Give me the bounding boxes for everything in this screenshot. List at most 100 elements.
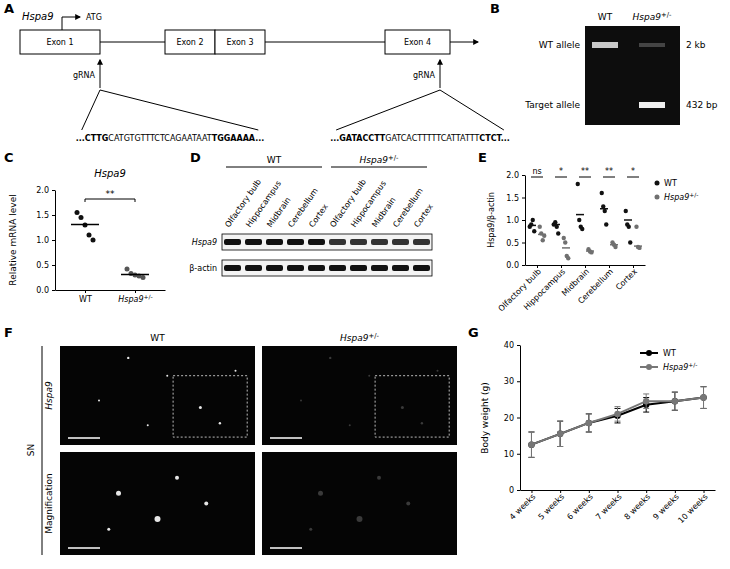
tick-mark bbox=[517, 381, 520, 382]
dot bbox=[566, 256, 570, 260]
tick-mark bbox=[517, 454, 520, 455]
error-cap bbox=[643, 412, 649, 413]
blot-band bbox=[245, 265, 262, 271]
signal-spot bbox=[166, 375, 168, 377]
size-label: 432 bp bbox=[686, 100, 718, 110]
tick-label: Hippocampus bbox=[522, 267, 567, 312]
dot bbox=[628, 240, 632, 244]
start-arrow bbox=[62, 17, 80, 30]
signal-spot bbox=[437, 370, 439, 372]
tick-label: 0.0 bbox=[36, 286, 49, 295]
marker bbox=[643, 398, 649, 404]
error-cap bbox=[557, 446, 563, 447]
blot-band bbox=[266, 239, 283, 245]
sequence-part: CTCT... bbox=[479, 134, 510, 143]
legend-marker bbox=[655, 181, 660, 186]
tick-mark bbox=[522, 265, 525, 266]
error-cap bbox=[586, 432, 592, 433]
protein-label: β-actin bbox=[189, 264, 217, 273]
significance-line bbox=[555, 177, 567, 178]
signal-spot bbox=[357, 516, 363, 522]
signal-spot bbox=[329, 357, 331, 359]
tick: 10 bbox=[504, 450, 520, 459]
error-cap bbox=[672, 410, 678, 411]
marker bbox=[586, 420, 592, 426]
tick-mark bbox=[135, 290, 136, 293]
row-label: Magnification bbox=[44, 473, 54, 534]
sequence-part: CATGTGTTTCTCAGAATAAT bbox=[108, 134, 211, 143]
tick: Hspa9+/- bbox=[118, 290, 152, 304]
significance: ns bbox=[532, 167, 541, 176]
error-cap bbox=[586, 413, 592, 414]
tick-label: Cerebellum bbox=[576, 267, 615, 306]
tick-label: 20 bbox=[504, 414, 514, 423]
error-cap bbox=[528, 457, 534, 458]
error-cap bbox=[615, 422, 621, 423]
tick-label: 2.0 bbox=[36, 186, 49, 195]
mean-line bbox=[538, 234, 546, 236]
blot-band bbox=[350, 265, 367, 271]
signal-spot bbox=[107, 528, 110, 531]
mean-line bbox=[562, 247, 570, 249]
micrograph bbox=[262, 452, 457, 555]
blot-band bbox=[413, 239, 430, 245]
zoom-box bbox=[173, 376, 247, 437]
significance-line bbox=[531, 177, 543, 178]
marker bbox=[586, 420, 592, 426]
fan-line bbox=[336, 90, 440, 130]
mean-line bbox=[600, 208, 608, 210]
gene-name: Hspa9 bbox=[22, 11, 54, 22]
tick-mark bbox=[522, 243, 525, 244]
tick-label: 6 weeks bbox=[565, 492, 595, 522]
band-label: Target allele bbox=[524, 100, 580, 110]
blot-band bbox=[287, 239, 304, 245]
legend-marker bbox=[646, 364, 652, 370]
signal-spot bbox=[147, 424, 149, 426]
tick-label: 1.0 bbox=[36, 236, 49, 245]
signal-spot bbox=[300, 399, 302, 401]
tick-mark bbox=[52, 190, 55, 191]
plot bbox=[528, 387, 706, 458]
tick-label: 2.0 bbox=[506, 171, 519, 180]
error-cap bbox=[557, 421, 563, 422]
mean-line bbox=[624, 219, 632, 221]
dot bbox=[576, 182, 580, 186]
signal-spot bbox=[421, 422, 423, 424]
sequence: ...GATACCTTGATCACTTTTTCATTATTTCTCT... bbox=[330, 134, 510, 143]
tick-mark bbox=[52, 240, 55, 241]
tick: 5 weeks bbox=[537, 490, 567, 522]
gel-band bbox=[639, 43, 665, 47]
significance-line bbox=[579, 177, 591, 178]
significance-line bbox=[603, 177, 615, 178]
signal-spot bbox=[349, 424, 351, 426]
tick-label: 1.0 bbox=[506, 216, 519, 225]
sequence-part: TGGAAAA... bbox=[212, 134, 265, 143]
micrograph bbox=[60, 346, 255, 445]
tick-label: 4 weeks bbox=[508, 492, 538, 522]
marker bbox=[700, 394, 706, 400]
start-codon: ATG bbox=[86, 13, 102, 22]
blot-band bbox=[266, 265, 283, 271]
tick-label: 0.5 bbox=[36, 261, 49, 270]
mean-line bbox=[552, 224, 560, 226]
signal-spot bbox=[127, 357, 129, 359]
legend-marker bbox=[646, 350, 652, 356]
signal-spot bbox=[98, 399, 100, 401]
panel-letter: G bbox=[468, 325, 479, 340]
grna-arrow bbox=[440, 60, 441, 88]
tick-label: 0 bbox=[509, 486, 514, 495]
tick-label: 40 bbox=[504, 341, 514, 350]
sequence-part: ...GATACCTT bbox=[330, 134, 386, 143]
tick-label: 1.5 bbox=[506, 194, 519, 203]
bracket bbox=[85, 199, 86, 202]
exon-label: Exon 1 bbox=[46, 38, 73, 47]
fan-line bbox=[82, 90, 100, 130]
tick: 0 bbox=[509, 486, 520, 495]
mean-line bbox=[634, 245, 642, 247]
row-label: Hspa9 bbox=[44, 381, 54, 410]
legend-label: WT bbox=[663, 349, 676, 358]
error-cap bbox=[701, 408, 707, 409]
exon bbox=[165, 30, 215, 54]
micrograph bbox=[262, 346, 457, 445]
lane-label: Hspa9+/- bbox=[633, 11, 672, 22]
